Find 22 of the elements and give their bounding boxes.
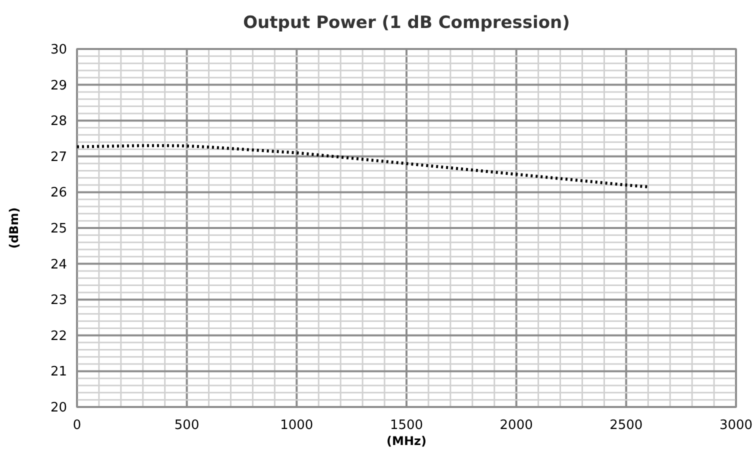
x-tick-label: 0 [72, 418, 82, 433]
x-tick-label: 2500 [610, 418, 643, 433]
line-series [76, 144, 650, 188]
x-tick-label: 1500 [390, 418, 424, 433]
x-tick-label: 3000 [719, 418, 753, 433]
y-tick-label: 24 [50, 257, 67, 272]
y-tick-label: 29 [50, 78, 67, 94]
y-tick-label: 20 [50, 400, 67, 416]
x-tick-label: 1000 [280, 418, 314, 433]
y-tick-label: 28 [50, 114, 67, 130]
chart-title: Output Power (1 dB Compression) [243, 13, 570, 33]
y-tick-label: 26 [50, 186, 67, 201]
y-axis-title: (dBm) [7, 207, 21, 249]
y-tick-label: 27 [50, 150, 67, 165]
y-tick-label: 30 [50, 42, 67, 58]
y-tick-label: 23 [50, 293, 67, 308]
y-tick-label: 22 [50, 328, 67, 344]
y-tick-label: 21 [50, 364, 67, 380]
x-tick-label: 500 [174, 418, 200, 433]
x-tick-label: 2000 [500, 418, 533, 433]
x-axis-title: (MHz) [386, 434, 426, 448]
y-tick-label: 25 [50, 222, 67, 236]
